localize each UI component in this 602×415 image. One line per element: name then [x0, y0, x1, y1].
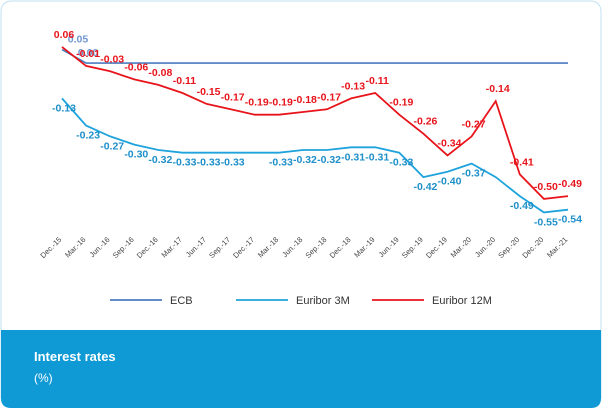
data-label: 0.06 — [54, 29, 75, 41]
data-label: -0.41 — [510, 156, 534, 168]
data-label: -0.17 — [317, 91, 341, 103]
data-label: -0.49 — [510, 200, 534, 212]
legend-label: Euribor 12M — [432, 295, 492, 307]
data-label: -0.33 — [197, 157, 221, 169]
data-label: -0.26 — [413, 116, 437, 128]
data-label: -0.08 — [148, 67, 172, 79]
data-label: -0.14 — [486, 83, 510, 95]
data-label: -0.31 — [365, 151, 389, 163]
data-label: -0.31 — [341, 151, 365, 163]
data-label: -0.03 — [100, 53, 124, 65]
line-0 — [61, 48, 568, 64]
caption-band — [1, 330, 601, 408]
data-label: -0.33 — [389, 157, 413, 169]
line-2 — [61, 46, 569, 200]
data-label: -0.30 — [124, 149, 148, 161]
data-label: -0.54 — [558, 214, 582, 226]
data-label: -0.19 — [269, 97, 293, 109]
data-label: -0.18 — [293, 94, 317, 106]
legend-label: ECB — [170, 295, 193, 307]
data-label: -0.13 — [341, 80, 365, 92]
data-label: -0.32 — [148, 154, 172, 166]
caption-subtitle: (%) — [34, 371, 53, 385]
data-label: -0.49 — [558, 178, 582, 190]
data-label: -0.11 — [173, 75, 197, 87]
data-label: -0.27 — [462, 118, 486, 130]
data-label: -0.27 — [100, 140, 124, 152]
data-label: -0.01 — [76, 48, 100, 60]
line-1 — [61, 97, 569, 214]
data-label: -0.33 — [269, 157, 293, 169]
data-label: -0.19 — [245, 97, 269, 109]
data-label: -0.32 — [293, 154, 317, 166]
data-label: -0.11 — [366, 75, 390, 87]
data-label: -0.23 — [76, 130, 100, 142]
data-label: -0.06 — [124, 61, 148, 73]
data-label: -0.55 — [534, 216, 558, 228]
data-label: -0.15 — [197, 86, 221, 98]
data-label: -0.17 — [221, 91, 245, 103]
data-label: 0.05 — [68, 34, 89, 46]
data-label: 0.00 — [78, 47, 99, 59]
data-label: -0.19 — [389, 97, 413, 109]
caption-title: Interest rates — [34, 349, 116, 364]
data-label: -0.40 — [438, 176, 462, 188]
data-label: -0.33 — [221, 157, 245, 169]
data-label: -0.33 — [173, 157, 197, 169]
data-label: -0.13 — [52, 102, 76, 114]
data-label: -0.34 — [438, 137, 462, 149]
legend-label: Euribor 3M — [296, 295, 350, 307]
data-label: -0.37 — [462, 168, 486, 180]
data-label: -0.42 — [413, 181, 437, 193]
data-label: -0.32 — [317, 154, 341, 166]
data-label: -0.50 — [534, 181, 558, 193]
